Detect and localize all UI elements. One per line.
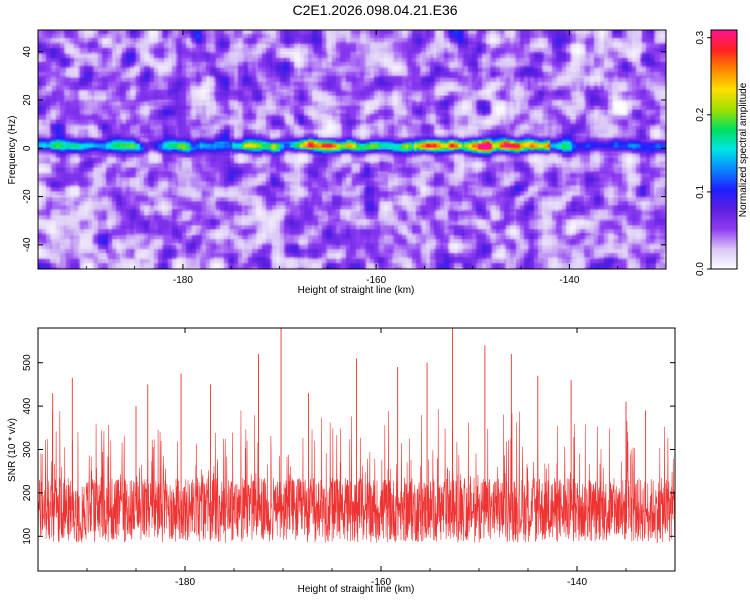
spectrogram-x-tick-label: -160 [366, 275, 386, 286]
spectrogram-y-label: Frequency (Hz) [7, 116, 18, 185]
colorbar-tick-label: 0.3 [695, 30, 706, 44]
colorbar-tick-label: 0.1 [695, 185, 706, 199]
spectrogram-y-ticks: -40 -20 0 20 40 [22, 46, 666, 252]
snr-panel: -180 -160 -140 100 200 300 400 500 Height of s… [7, 327, 676, 595]
spectrogram-y-tick-label: -20 [22, 189, 33, 204]
colorbar-frame [710, 29, 738, 270]
figure-title: C2E1.2026.098.04.21.E36 [292, 2, 457, 18]
snr-x-ticks: -180 -160 -140 [37, 328, 676, 588]
snr-y-tick-label: 100 [22, 528, 33, 545]
spectrogram-y-tick-label: 40 [22, 46, 33, 58]
spectrogram-y-tick-label: -40 [22, 237, 33, 252]
colorbar-gradient [711, 30, 737, 269]
spectrogram-y-tick-label: 0 [22, 145, 33, 151]
spectrogram-x-tick-label: -180 [173, 275, 193, 286]
snr-y-label: SNR (10 * v/v) [7, 418, 18, 482]
snr-x-tick-label: -180 [175, 577, 195, 588]
spectrogram-y-tick-label: 20 [22, 94, 33, 106]
snr-x-tick-label: -160 [371, 577, 391, 588]
snr-y-ticks: 100 200 300 400 500 [22, 354, 675, 545]
colorbar-tick-label: 0.2 [695, 107, 706, 121]
snr-y-tick-label: 300 [22, 441, 33, 458]
spectrogram-x-tick-label: -140 [559, 275, 579, 286]
spectrogram-panel: -180 -160 -140 -40 -20 0 20 40 Height of strai… [7, 29, 667, 296]
spectrogram-x-label: Height of straight line (km) [298, 285, 415, 296]
snr-x-tick-label: -140 [567, 577, 587, 588]
snr-x-label: Height of straight line (km) [298, 584, 415, 595]
snr-y-tick-label: 400 [22, 397, 33, 414]
colorbar-ticks: 0.0 0.1 0.2 0.3 [695, 30, 711, 276]
spectrogram-heatmap [38, 30, 666, 269]
spectrogram-x-ticks: -180 -160 -140 [37, 30, 667, 286]
snr-y-tick-label: 200 [22, 484, 33, 501]
colorbar-tick-label: 0.0 [695, 262, 706, 276]
snr-y-tick-label: 500 [22, 354, 33, 371]
spectrogram-frame [37, 29, 667, 270]
colorbar-label: Normalized spectral amplitude [738, 82, 749, 217]
colorbar: 0.0 0.1 0.2 0.3 Normalized spectral amplitu… [695, 29, 749, 276]
